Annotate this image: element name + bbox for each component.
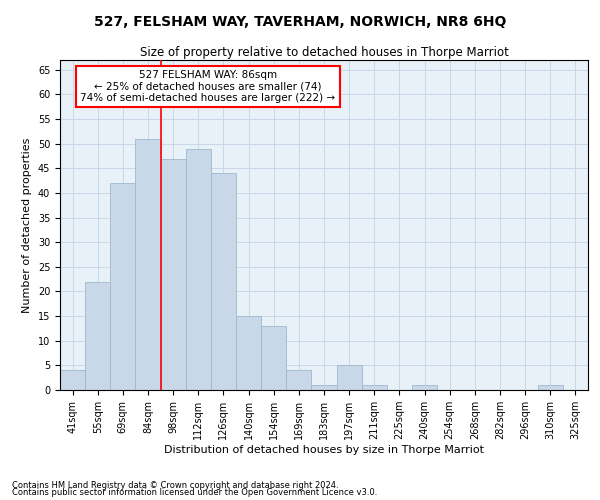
X-axis label: Distribution of detached houses by size in Thorpe Marriot: Distribution of detached houses by size … <box>164 445 484 455</box>
Bar <box>362 385 387 390</box>
Bar <box>236 316 261 390</box>
Bar <box>110 183 136 390</box>
Bar <box>211 174 236 390</box>
Bar <box>538 385 563 390</box>
Text: Contains public sector information licensed under the Open Government Licence v3: Contains public sector information licen… <box>12 488 377 497</box>
Bar <box>136 139 161 390</box>
Y-axis label: Number of detached properties: Number of detached properties <box>22 138 32 312</box>
Text: 527 FELSHAM WAY: 86sqm
← 25% of detached houses are smaller (74)
74% of semi-det: 527 FELSHAM WAY: 86sqm ← 25% of detached… <box>80 70 335 103</box>
Bar <box>85 282 110 390</box>
Text: 527, FELSHAM WAY, TAVERHAM, NORWICH, NR8 6HQ: 527, FELSHAM WAY, TAVERHAM, NORWICH, NR8… <box>94 16 506 30</box>
Bar <box>337 366 362 390</box>
Title: Size of property relative to detached houses in Thorpe Marriot: Size of property relative to detached ho… <box>140 46 508 59</box>
Bar <box>286 370 311 390</box>
Bar <box>161 158 186 390</box>
Bar <box>261 326 286 390</box>
Bar <box>412 385 437 390</box>
Bar <box>186 148 211 390</box>
Bar <box>311 385 337 390</box>
Bar <box>60 370 85 390</box>
Text: Contains HM Land Registry data © Crown copyright and database right 2024.: Contains HM Land Registry data © Crown c… <box>12 480 338 490</box>
